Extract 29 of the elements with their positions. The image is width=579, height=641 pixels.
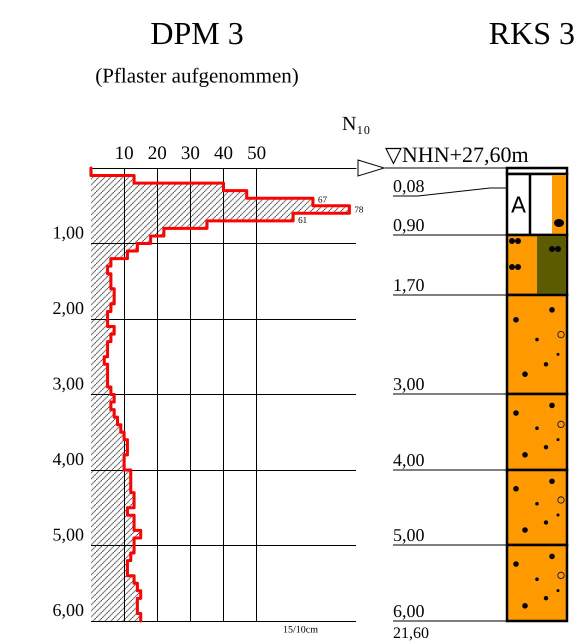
data-label: 78 — [354, 204, 364, 215]
text: A — [510, 194, 526, 218]
x-tick-label: 10 — [114, 143, 134, 164]
y-tick-label: 6,00 — [52, 600, 84, 620]
x-tick-label: 20 — [148, 143, 167, 164]
text: 15/10cm — [283, 624, 318, 636]
text: RKS 3 — [488, 15, 575, 51]
text: 6,00 — [393, 601, 424, 621]
y-tick-label: 3,00 — [52, 374, 84, 394]
y-tick-label: 5,00 — [52, 524, 84, 544]
text: 1,70 — [393, 275, 424, 295]
x-tick-label: 40 — [214, 143, 233, 164]
text: 0,08 — [393, 176, 424, 196]
text: 21,60 — [393, 625, 429, 641]
chart-title: DPM 3 — [150, 15, 244, 51]
data-label: 61 — [298, 214, 308, 225]
y-tick-label: 2,00 — [52, 298, 84, 318]
text: 0,90 — [393, 215, 424, 235]
text: ▽NHN+27,60m — [385, 142, 529, 167]
data-label: 67 — [318, 194, 328, 204]
x-axis-title: N₁₀ — [342, 113, 370, 135]
x-tick-label: 30 — [180, 143, 200, 164]
y-tick-label: 4,00 — [52, 449, 84, 469]
text: 3,00 — [393, 374, 424, 394]
y-tick-label: 1,00 — [52, 222, 84, 242]
x-tick-label: 50 — [247, 143, 266, 164]
text: 4,00 — [393, 450, 424, 470]
chart-subtitle: (Pflaster aufgenommen) — [95, 64, 299, 88]
text: 5,00 — [393, 525, 424, 545]
